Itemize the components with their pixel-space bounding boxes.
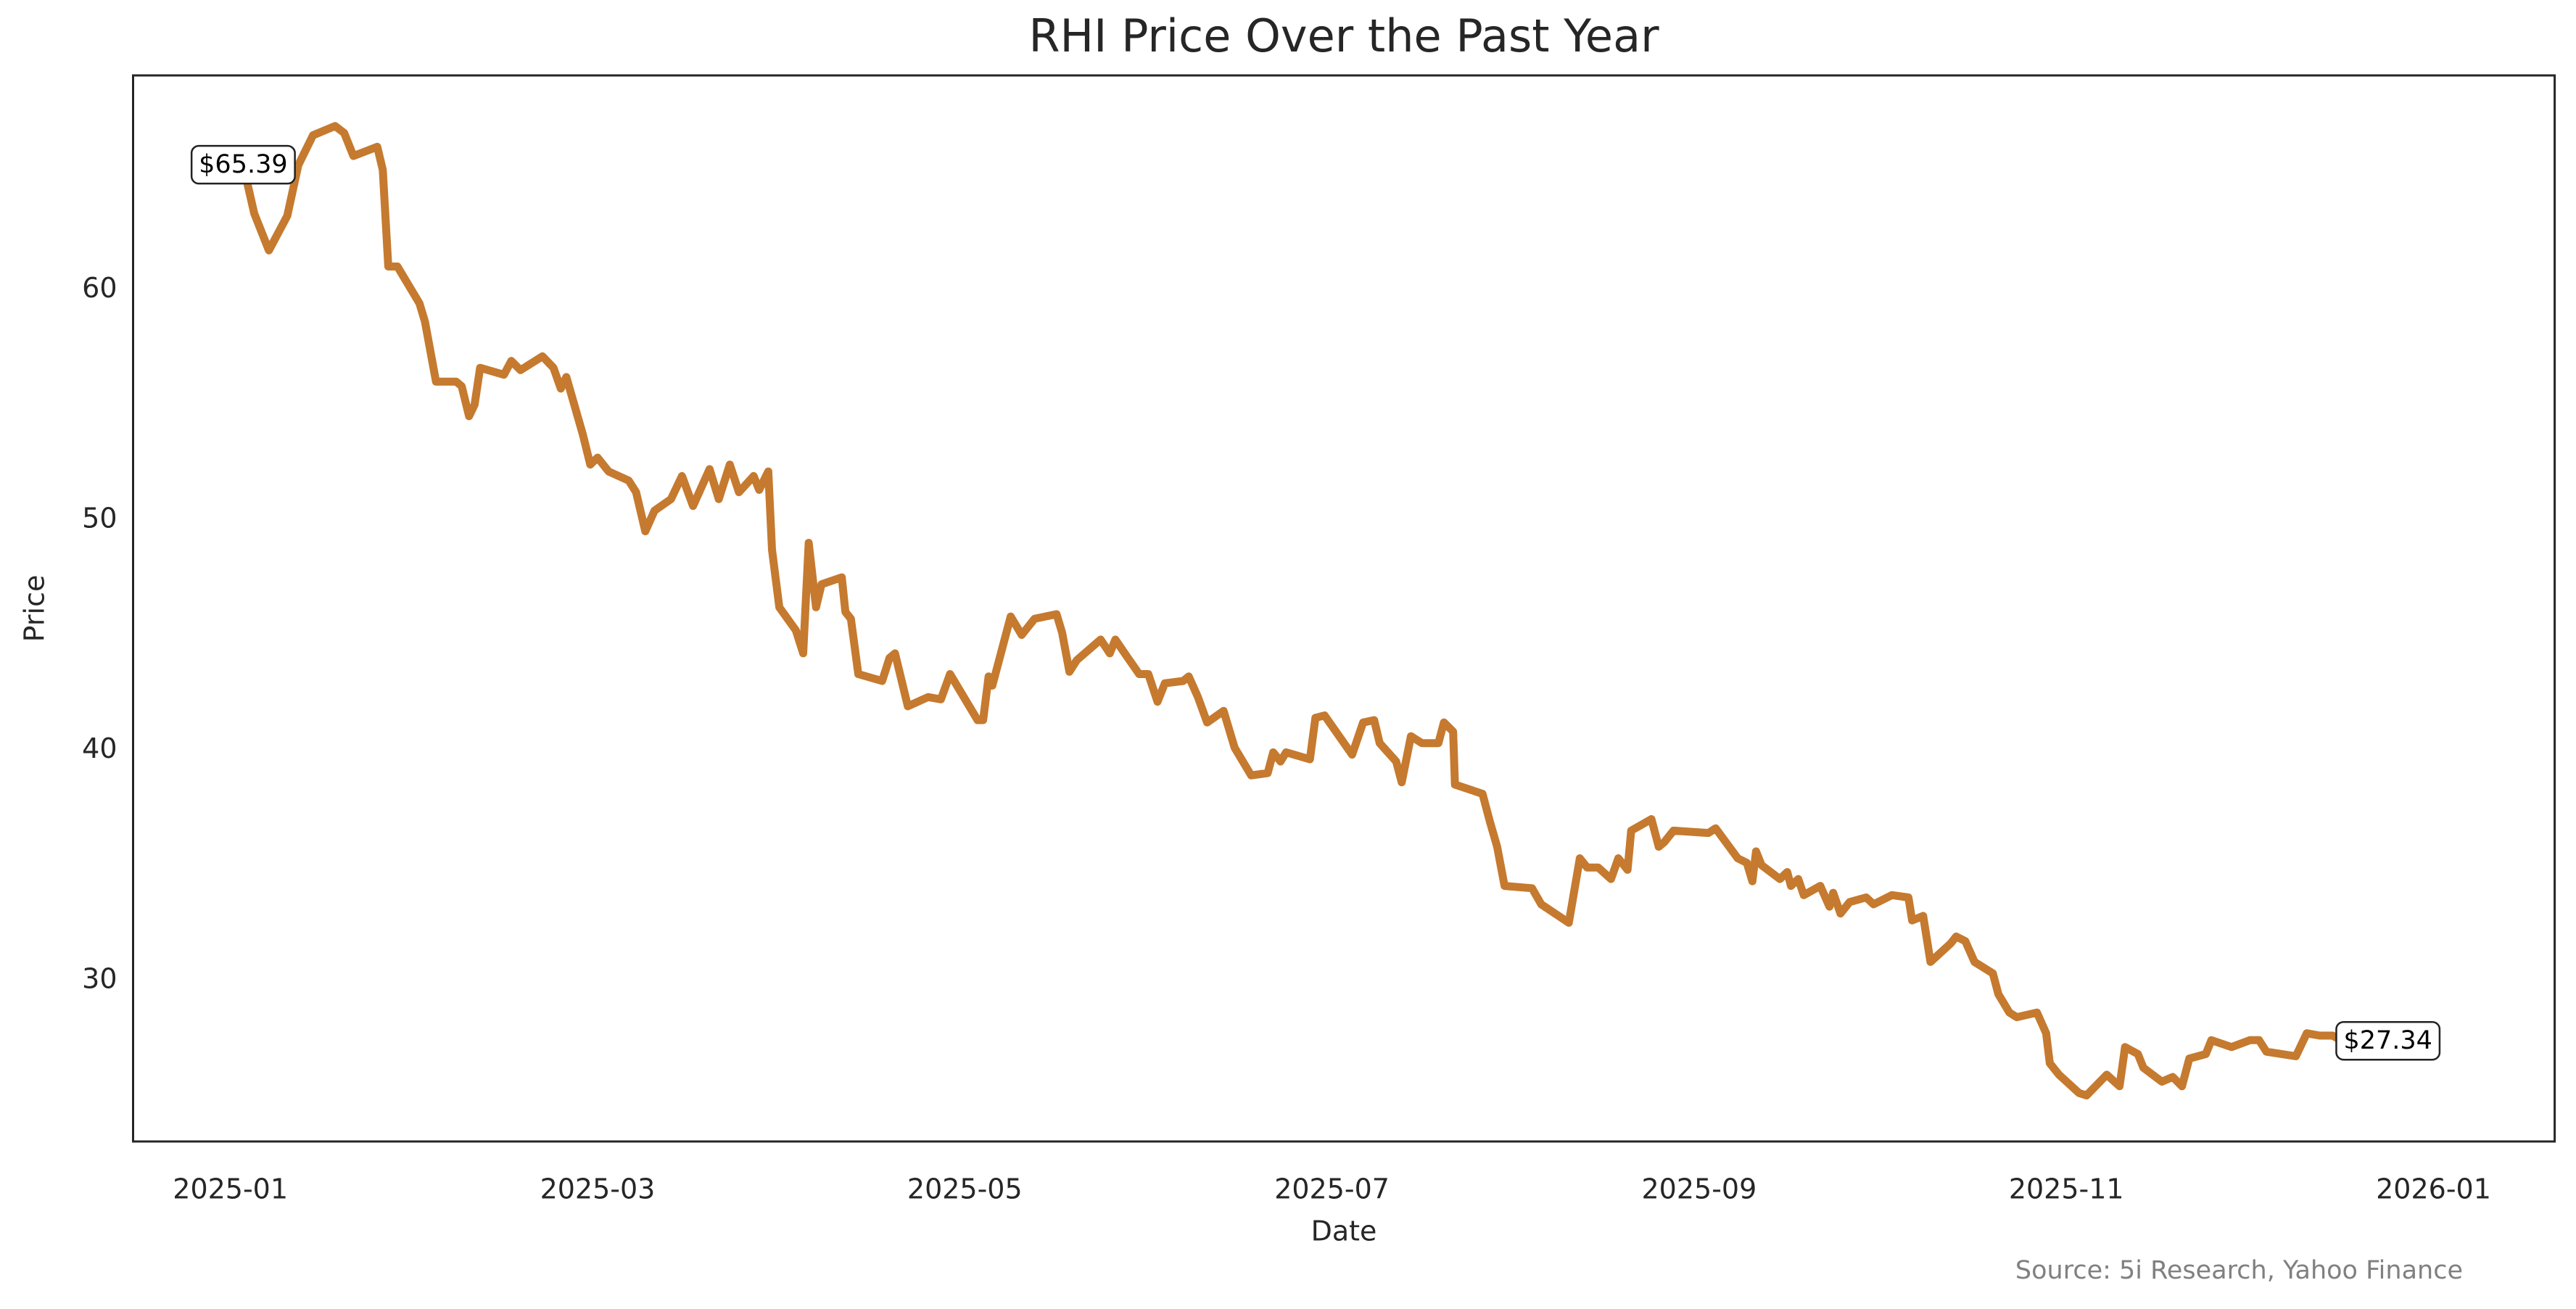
x-tick-label: 2026-01	[2376, 1173, 2491, 1205]
price-line	[239, 122, 2346, 1099]
x-tick-label: 2025-11	[2009, 1173, 2124, 1205]
y-tick-label: 30	[82, 962, 117, 994]
y-tick-label: 40	[82, 732, 117, 764]
axes-frame	[132, 74, 2556, 1143]
y-axis-label: Price	[19, 575, 51, 643]
chart-title: RHI Price Over the Past Year	[1028, 9, 1659, 62]
x-tick-label: 2025-03	[540, 1173, 656, 1205]
y-tick-label: 60	[82, 272, 117, 304]
price-annotation: $27.34	[2343, 1026, 2432, 1055]
source-note: Source: 5i Research, Yahoo Finance	[2015, 1256, 2463, 1285]
x-tick-label: 2025-01	[173, 1173, 288, 1205]
annotation-box	[2335, 1020, 2441, 1061]
x-tick-label: 2025-09	[1642, 1173, 1757, 1205]
price-annotation: $65.39	[199, 150, 287, 179]
x-tick-label: 2025-05	[907, 1173, 1023, 1205]
x-axis-label: Date	[1311, 1215, 1377, 1247]
annotation-box	[190, 144, 296, 185]
x-tick-label: 2025-07	[1274, 1173, 1390, 1205]
y-tick-label: 50	[82, 502, 117, 534]
